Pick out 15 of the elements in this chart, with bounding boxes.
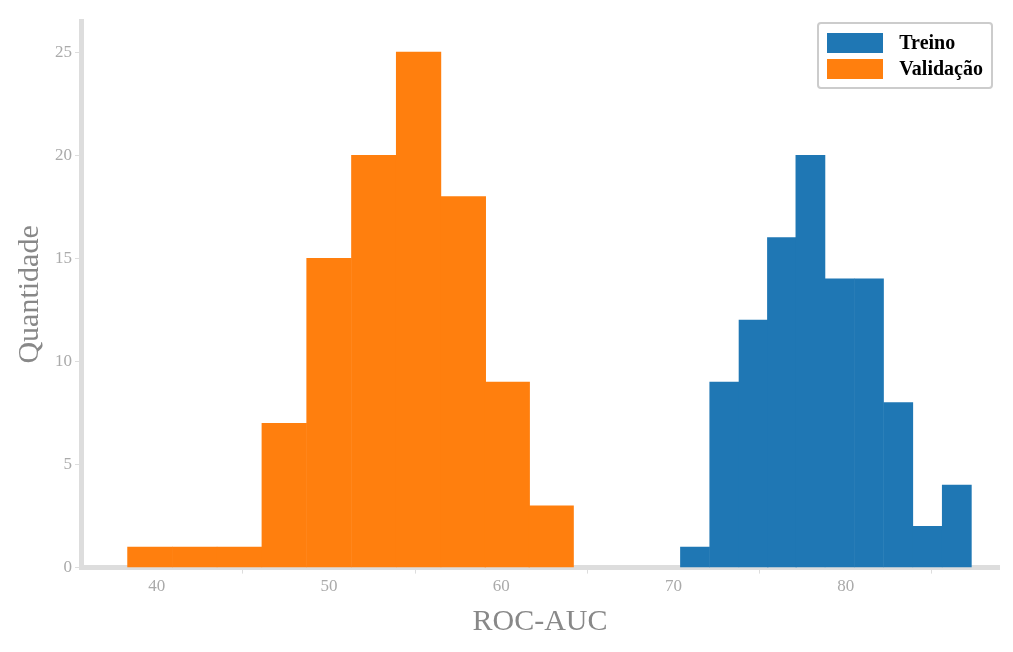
x-tick-label: 40 — [148, 576, 166, 596]
x-tick-label: 60 — [492, 576, 510, 596]
legend-label: Treino — [899, 31, 956, 54]
x-tick-label: 80 — [837, 576, 855, 596]
x-tick-label: 50 — [320, 576, 338, 596]
y-tick-label: 10 — [55, 350, 72, 370]
x-tick-label: 70 — [664, 576, 682, 596]
y-axis-title: Quantidade — [10, 225, 44, 364]
legend-label: Validação — [899, 57, 983, 80]
y-tick-label: 5 — [63, 453, 72, 473]
x-axis-title: ROC-AUC — [472, 602, 608, 636]
y-tick-label: 15 — [55, 247, 72, 267]
y-tick-label: 25 — [55, 41, 72, 61]
y-tick-label: 20 — [55, 144, 72, 164]
y-tick-label: 0 — [63, 557, 72, 577]
